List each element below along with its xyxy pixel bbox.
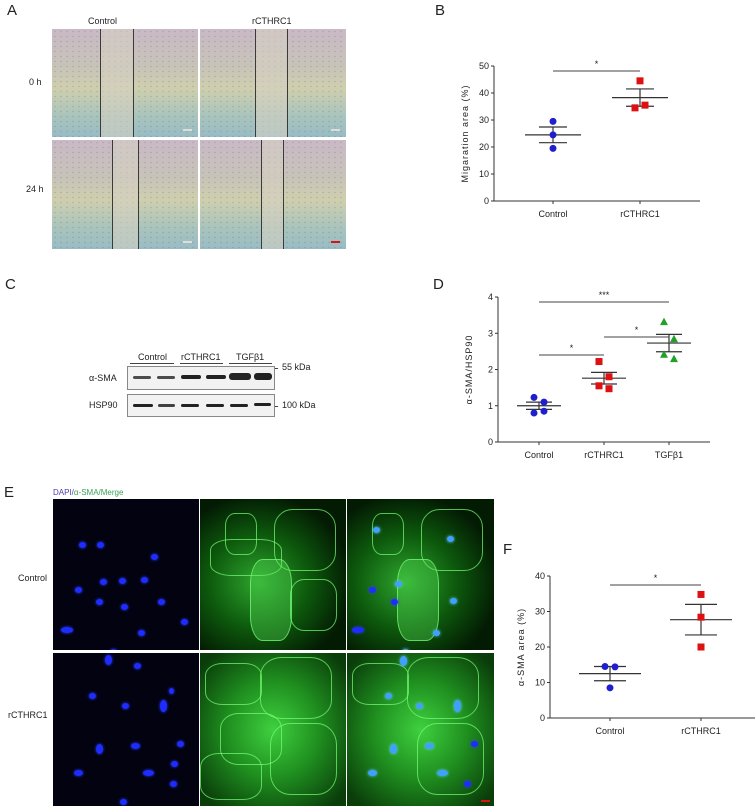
- panel-label-b: B: [435, 2, 446, 19]
- scratch-image-rcthrc1-0h: [200, 29, 346, 137]
- channel-title: DAPI/α-SMA/Merge: [53, 488, 123, 497]
- svg-text:20: 20: [535, 642, 545, 652]
- svg-text:Control: Control: [524, 450, 553, 460]
- svg-text:2: 2: [488, 365, 493, 375]
- svg-text:Control: Control: [538, 209, 567, 219]
- svg-text:rCTHRC1: rCTHRC1: [584, 450, 624, 460]
- blot-group-tgfb1: TGFβ1: [236, 352, 265, 362]
- blot-group-control: Control: [138, 352, 168, 362]
- svg-text:40: 40: [479, 88, 489, 98]
- svg-text:4: 4: [488, 292, 493, 302]
- svg-text:10: 10: [535, 678, 545, 688]
- svg-text:*: *: [654, 573, 658, 583]
- svg-text:*: *: [595, 59, 599, 69]
- marker-55kda: 55 kDa: [282, 362, 311, 372]
- group-line-tgfb1: [229, 363, 272, 364]
- svg-text:TGFβ1: TGFβ1: [655, 450, 683, 460]
- blot-hsp90: [127, 394, 275, 417]
- svg-text:10: 10: [479, 169, 489, 179]
- svg-text:***: ***: [599, 290, 610, 300]
- chart-migration-area: 0 10 20 30 40 50 Control rCTHRC1 Migaration area…: [460, 59, 700, 219]
- svg-text:30: 30: [535, 607, 545, 617]
- group-line-control: [130, 363, 174, 364]
- scratch-image-control-24h: [52, 140, 198, 249]
- svg-text:α-SMA/HSP90: α-SMA/HSP90: [464, 335, 474, 405]
- row-label-rcthrc1: rCTHRC1: [8, 710, 48, 720]
- svg-text:rCTHRC1: rCTHRC1: [681, 726, 721, 736]
- if-asma-control: [200, 499, 346, 650]
- svg-text:α-SMA area (%): α-SMA area (%): [516, 608, 526, 686]
- scratch-image-control-0h: [52, 29, 198, 137]
- blot-group-rcthrc1: rCTHRC1: [181, 352, 221, 362]
- svg-text:40: 40: [535, 571, 545, 581]
- svg-text:20: 20: [479, 142, 489, 152]
- group-line-rcthrc1: [180, 363, 223, 364]
- marker-100kda: 100 kDa: [282, 400, 316, 410]
- blot-row-label-asma: α-SMA: [89, 373, 117, 383]
- col-label-rcthrc1: rCTHRC1: [252, 16, 292, 26]
- svg-text:Control: Control: [595, 726, 624, 736]
- svg-text:Migaration area (%): Migaration area (%): [460, 84, 470, 182]
- channel-title-sma-merge: α-SMA/Merge: [73, 488, 124, 497]
- svg-text:rCTHRC1: rCTHRC1: [620, 209, 660, 219]
- scratch-image-rcthrc1-24h: [200, 140, 346, 249]
- row-label-0h: 0 h: [29, 77, 42, 87]
- channel-title-dapi: DAPI/: [53, 488, 74, 497]
- panel-label-e: E: [4, 484, 15, 501]
- svg-text:30: 30: [479, 115, 489, 125]
- svg-text:1: 1: [488, 401, 493, 411]
- row-label-control: Control: [18, 573, 48, 583]
- svg-text:*: *: [635, 325, 639, 335]
- panel-label-a: A: [7, 2, 18, 19]
- blot-row-label-hsp90: HSP90: [89, 400, 118, 410]
- svg-text:3: 3: [488, 328, 493, 338]
- if-dapi-rcthrc1: [53, 653, 199, 806]
- panel-label-f: F: [503, 541, 513, 558]
- if-dapi-control: [53, 499, 199, 650]
- if-merge-control: [347, 499, 494, 650]
- if-merge-rcthrc1: [347, 653, 494, 806]
- blot-asma: [127, 366, 275, 390]
- panel-label-d: D: [433, 276, 444, 293]
- col-label-control: Control: [88, 16, 118, 26]
- svg-text:50: 50: [479, 61, 489, 71]
- panel-label-c: C: [5, 276, 16, 293]
- row-label-24h: 24 h: [26, 184, 44, 194]
- svg-text:0: 0: [484, 196, 489, 206]
- svg-text:*: *: [570, 343, 574, 353]
- chart-asma-area: 0 10 20 30 40 Control rCTHRC1 α-SMA area (%) *: [516, 571, 755, 736]
- svg-text:0: 0: [540, 713, 545, 723]
- svg-text:0: 0: [488, 437, 493, 447]
- if-asma-rcthrc1: [200, 653, 346, 806]
